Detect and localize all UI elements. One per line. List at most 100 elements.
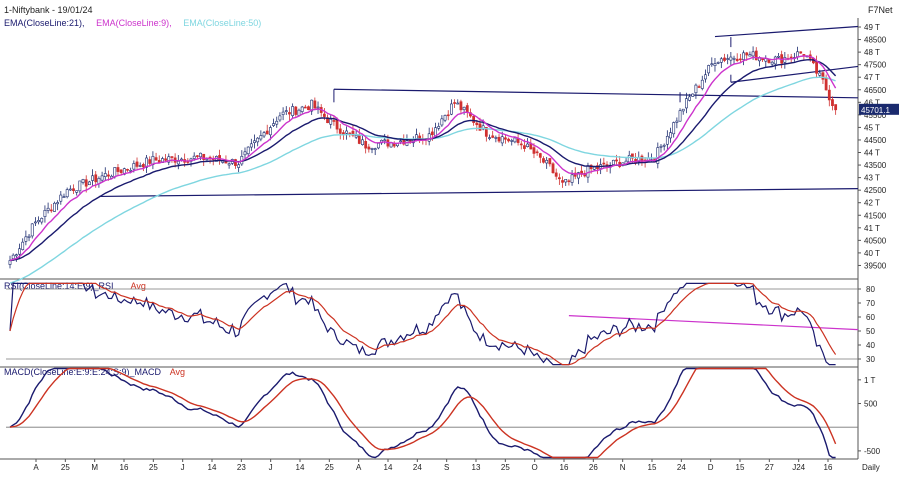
candle-body	[253, 140, 256, 144]
candle-body	[827, 89, 831, 101]
rsi-tick-label: 50	[866, 327, 875, 336]
x-tick-label: 13	[472, 463, 481, 472]
macd-legend-item: Avg	[170, 367, 185, 377]
ema21-line	[9, 58, 837, 262]
last-price-badge	[859, 103, 899, 115]
trendline	[333, 88, 859, 99]
x-tick-label: 24	[677, 463, 686, 472]
macd-tick-label: 500	[864, 400, 878, 409]
candle-body	[430, 131, 434, 136]
x-tick-label: 15	[648, 463, 657, 472]
x-tick-label: J24	[792, 463, 805, 472]
candle-body	[697, 86, 701, 88]
x-tick-label: 16	[824, 463, 833, 472]
candle-body	[234, 159, 237, 166]
price-tick-label: 40500	[864, 236, 887, 245]
candle-body	[799, 51, 803, 54]
candle-body	[678, 110, 682, 122]
candle-body	[75, 190, 79, 193]
brand-label: F7Net	[868, 5, 893, 15]
price-tick-label: 44 T	[864, 149, 880, 158]
candle-body	[500, 136, 504, 144]
candle-body	[164, 158, 168, 161]
candle-body	[288, 112, 291, 115]
candle-body	[27, 235, 31, 238]
candle-body	[170, 156, 174, 158]
x-tick-label: 26	[589, 463, 598, 472]
candle-body	[65, 189, 69, 198]
candle-body	[14, 254, 18, 257]
candle-body	[297, 109, 301, 116]
candle-body	[348, 132, 352, 135]
price-tick-label: 42500	[864, 186, 887, 195]
trendline	[714, 25, 859, 38]
price-panel: 49 T 48500 48 T 47500 47 T 46500 46 T 45500 45 T…	[0, 18, 899, 459]
price-tick-label: 49 T	[864, 23, 880, 32]
ema-legend-item: EMA(CloseLine:21),	[4, 18, 85, 28]
candle-body	[56, 202, 60, 205]
candle-body	[30, 223, 34, 237]
candle-body	[681, 108, 685, 112]
candle-body	[361, 139, 364, 145]
x-tick-label: 15	[736, 463, 745, 472]
candle-body	[519, 143, 523, 146]
candle-body	[249, 143, 253, 148]
x-tick-label: 25	[325, 463, 334, 472]
candle-body	[586, 165, 590, 178]
candle-body	[437, 126, 441, 129]
candle-body	[450, 103, 453, 115]
candle-body	[516, 138, 520, 143]
candle-body	[526, 143, 530, 147]
candle-body	[59, 194, 63, 202]
candle-body	[735, 58, 739, 61]
candle-body	[294, 106, 298, 115]
candle-body	[773, 56, 777, 65]
candle-body	[34, 221, 37, 224]
interval-label: Daily	[862, 463, 880, 472]
candle-body	[535, 151, 539, 154]
candle-body	[748, 54, 752, 57]
candle-body	[243, 151, 247, 156]
candle-body	[456, 102, 460, 105]
candle-body	[11, 254, 15, 259]
candle-body	[367, 146, 371, 150]
candle-body	[767, 59, 771, 63]
candle-body	[675, 120, 679, 123]
candle-body	[224, 161, 228, 164]
price-tick-label: 40 T	[864, 249, 880, 258]
candle-body	[313, 100, 317, 109]
candle-body	[700, 79, 704, 89]
candle-body	[481, 125, 485, 130]
candle-body	[383, 139, 387, 142]
candle-body	[256, 137, 260, 143]
candle-body	[719, 58, 723, 63]
candle-body	[265, 130, 269, 135]
price-tick-label: 46500	[864, 86, 887, 95]
price-tick-label: 44500	[864, 136, 887, 145]
candle-body	[545, 159, 549, 164]
price-tick-label: 39500	[864, 261, 887, 270]
candle-body	[684, 98, 688, 109]
price-tick-label: 43 T	[864, 174, 880, 183]
macd-line	[9, 367, 836, 459]
candle-body	[332, 120, 336, 122]
candle-body	[713, 63, 717, 66]
candle-body	[107, 174, 110, 177]
candle-body	[561, 180, 564, 183]
price-tick-label: 41 T	[864, 224, 880, 233]
candle-body	[789, 56, 793, 59]
candle-body	[777, 55, 780, 58]
candle-body	[443, 115, 447, 121]
price-tick-label: 41500	[864, 211, 887, 220]
candle-body	[126, 169, 129, 171]
candle-body	[532, 147, 536, 154]
price-tick-label: 47500	[864, 61, 887, 70]
x-tick-label: 16	[120, 463, 129, 472]
x-tick-label: 14	[296, 463, 305, 472]
x-tick-label: J	[269, 463, 273, 472]
candle-body	[631, 153, 634, 159]
candle-body	[40, 218, 44, 223]
candle-body	[145, 157, 148, 168]
candle-body	[53, 202, 56, 212]
